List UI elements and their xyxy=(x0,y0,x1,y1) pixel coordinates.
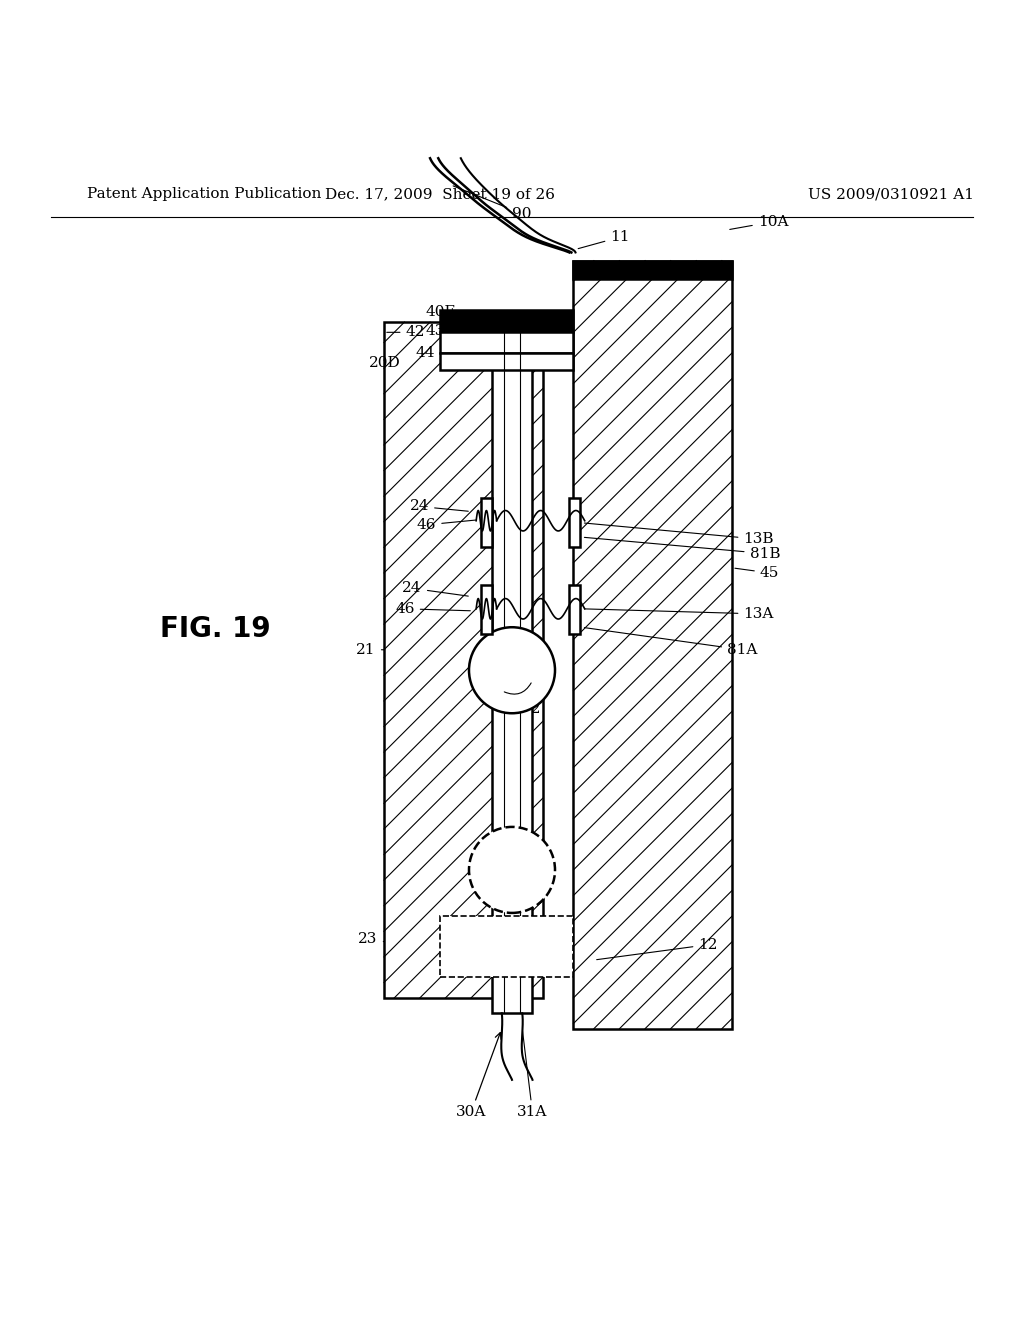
Text: 10A: 10A xyxy=(730,215,788,230)
Text: 24: 24 xyxy=(410,499,468,513)
Text: US 2009/0310921 A1: US 2009/0310921 A1 xyxy=(808,187,974,201)
Bar xyxy=(384,322,543,998)
Bar xyxy=(440,352,573,370)
Text: 42: 42 xyxy=(387,325,425,339)
Text: 22: 22 xyxy=(519,694,542,717)
Text: FIG. 19: FIG. 19 xyxy=(160,615,270,643)
Text: 45: 45 xyxy=(735,566,779,579)
Text: 40E: 40E xyxy=(426,305,488,321)
Circle shape xyxy=(469,826,555,913)
Text: 46: 46 xyxy=(395,602,470,616)
Text: 90: 90 xyxy=(454,186,531,220)
Bar xyxy=(481,498,492,548)
Circle shape xyxy=(469,627,555,713)
Text: 81A: 81A xyxy=(585,627,758,657)
Bar xyxy=(440,333,573,352)
Text: 31A: 31A xyxy=(517,1031,548,1119)
Text: 81B: 81B xyxy=(585,537,780,561)
Text: 20D: 20D xyxy=(369,356,400,370)
Text: Patent Application Publication: Patent Application Publication xyxy=(87,187,322,201)
Bar xyxy=(573,260,732,1028)
Bar xyxy=(481,585,492,635)
Text: 46: 46 xyxy=(417,517,476,532)
Bar xyxy=(440,310,573,333)
Bar xyxy=(573,260,732,279)
Text: 13A: 13A xyxy=(585,607,774,620)
Bar xyxy=(440,916,573,977)
Text: 30A: 30A xyxy=(456,1032,501,1119)
Bar xyxy=(492,327,532,1014)
Text: 21: 21 xyxy=(356,643,384,657)
Text: 43: 43 xyxy=(426,325,488,342)
Text: Dec. 17, 2009  Sheet 19 of 26: Dec. 17, 2009 Sheet 19 of 26 xyxy=(326,187,555,201)
Text: 12: 12 xyxy=(597,937,718,960)
Text: 13B: 13B xyxy=(585,523,774,546)
Text: 23: 23 xyxy=(358,932,384,945)
Text: 44: 44 xyxy=(416,346,468,363)
Text: 11: 11 xyxy=(579,230,630,248)
Text: 24: 24 xyxy=(402,581,468,597)
Bar xyxy=(569,585,580,635)
Bar xyxy=(569,498,580,548)
